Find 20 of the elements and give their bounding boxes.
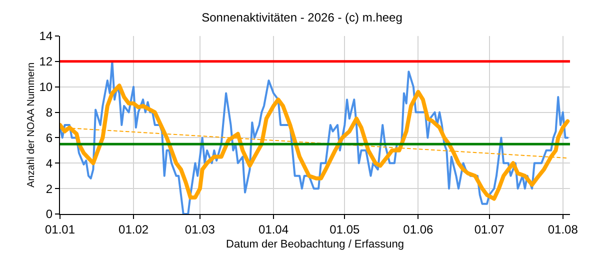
y-tick-label: 14 <box>39 29 53 44</box>
x-tick-label: 01.05 <box>330 222 360 236</box>
y-tick-label: 10 <box>39 80 53 94</box>
y-tick-label: 0 <box>46 207 53 222</box>
x-tick-label: 01.08 <box>548 222 578 236</box>
y-tick-label: 4 <box>46 156 53 170</box>
x-tick-label: 01.01 <box>44 222 76 236</box>
chart-title: Sonnenaktivitäten - 2026 - (c) m.heeg <box>202 10 402 24</box>
x-tick-label: 01.03 <box>184 222 216 236</box>
x-tick-label: 01.07 <box>474 222 505 236</box>
y-tick-label: 6 <box>46 130 53 145</box>
x-tick-label: 01.02 <box>118 222 149 236</box>
y-tick-label: 2 <box>46 182 53 196</box>
x-tick-label: 01.06 <box>403 222 434 236</box>
x-tick-label: 01.04 <box>258 222 289 236</box>
y-tick-label: 8 <box>46 105 53 120</box>
y-tick-label: 12 <box>39 54 53 69</box>
y-axis-title: Anzahl der NOAA Nummern <box>26 62 38 188</box>
x-axis-title: Datum der Beobachtung / Erfassung <box>226 238 404 251</box>
line-series <box>60 84 570 201</box>
